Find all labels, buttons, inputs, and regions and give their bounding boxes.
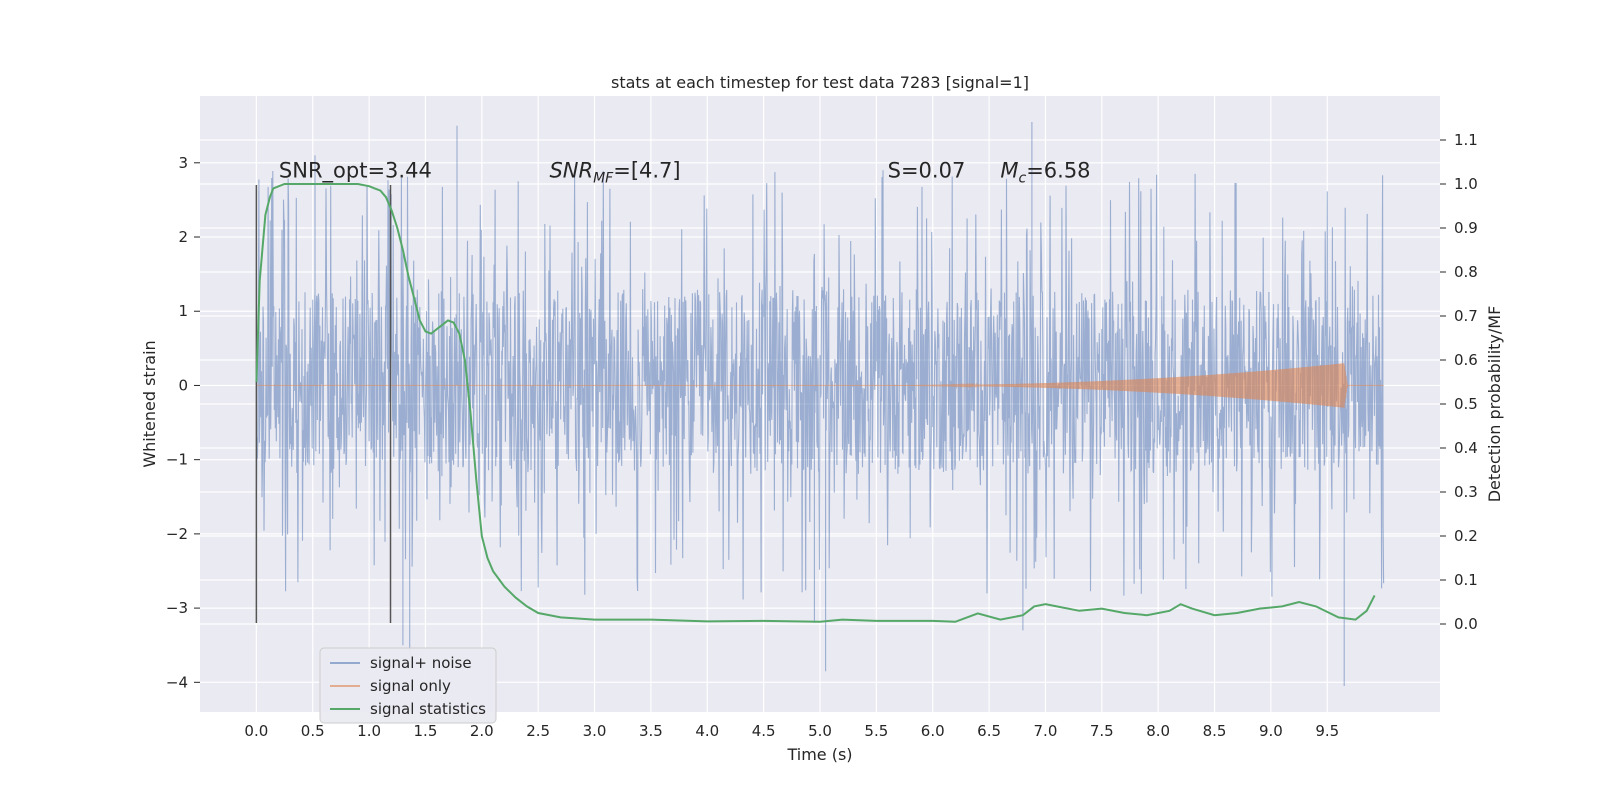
- legend-box: [319, 647, 497, 724]
- y-tick-label: 2: [178, 228, 188, 246]
- y-tick-label: −3: [166, 599, 188, 617]
- y-tick-label: 1: [178, 302, 188, 320]
- chart-title: stats at each timestep for test data 728…: [611, 73, 1029, 92]
- y-axis-label: Whitened strain: [140, 340, 159, 467]
- y-tick-label: −4: [166, 673, 188, 691]
- annotation-1: SNRMF=[4.7]: [549, 159, 680, 187]
- y2-tick-label: 1.0: [1454, 175, 1478, 193]
- y-tick-labels: 3 2 1 0 −1 −2 −3 −4: [166, 154, 188, 692]
- y-tick-label: 0: [178, 376, 188, 394]
- x-tick-labels: 0.0 0.5 1.0 1.5 2.0 2.5 3.0 3.5 4.0 4.5 5.0 5.5 6.0 6…: [244, 722, 1339, 740]
- x-tick-label: 2.0: [470, 722, 494, 740]
- legend-label-signal-only: signal only: [370, 677, 451, 695]
- x-axis-label: Time (s): [786, 745, 852, 764]
- x-tick-label: 4.0: [695, 722, 719, 740]
- legend-label-signal-statistics: signal statistics: [370, 700, 486, 718]
- vertical-markers: [255, 185, 392, 623]
- y2-tick-label: 0.5: [1454, 395, 1478, 413]
- signal-only-line: [256, 363, 1384, 408]
- annotation-0: SNR_opt=3.44: [279, 159, 432, 184]
- y2-tick-label: 0.8: [1454, 263, 1478, 281]
- x-tick-label: 6.0: [921, 722, 945, 740]
- x-tick-label: 7.0: [1034, 722, 1058, 740]
- x-tick-label: 0.0: [244, 722, 268, 740]
- series-signal-only: [256, 363, 1384, 408]
- y2-tick-label: 0.1: [1454, 571, 1478, 589]
- y2-tick-label: 0.7: [1454, 307, 1478, 325]
- series-signal-noise: [255, 122, 1385, 686]
- signal-statistics-line: [255, 183, 1376, 623]
- annotations: SNR_opt=3.44 SNRMF=[4.7] S=0.07 Mc=6.58: [279, 159, 1091, 187]
- x-tick-label: 3.5: [639, 722, 663, 740]
- x-tick-label: 6.5: [977, 722, 1001, 740]
- legend: signal+ noise signal only signal statist…: [319, 647, 497, 724]
- y-tick-label: −1: [166, 451, 188, 469]
- y2-tick-label: 0.3: [1454, 483, 1478, 501]
- y-tick-label: −2: [166, 525, 188, 543]
- x-tick-label: 0.5: [301, 722, 325, 740]
- series-signal-statistics: [255, 183, 1376, 623]
- y-tick-label: 3: [178, 154, 188, 172]
- x-tick-label: 4.5: [752, 722, 776, 740]
- legend-label-signal-noise: signal+ noise: [370, 654, 472, 672]
- y2-tick-label: 0.4: [1454, 439, 1478, 457]
- x-tick-label: 8.0: [1146, 722, 1170, 740]
- x-tick-label: 7.5: [1090, 722, 1114, 740]
- x-tick-label: 3.0: [583, 722, 607, 740]
- x-tick-label: 9.5: [1315, 722, 1339, 740]
- x-tick-label: 5.5: [864, 722, 888, 740]
- y2-tick-label: 0.0: [1454, 615, 1478, 633]
- y2-tick-label: 0.6: [1454, 351, 1478, 369]
- x-tick-label: 5.0: [808, 722, 832, 740]
- annotation-2: S=0.07: [888, 159, 966, 183]
- y2-tick-label: 1.1: [1454, 131, 1478, 149]
- y2-axis-label: Detection probability/MF: [1485, 306, 1504, 503]
- x-tick-label: 2.5: [526, 722, 550, 740]
- x-tick-label: 1.0: [357, 722, 381, 740]
- signal-noise-line: [255, 122, 1385, 686]
- annotation-3: Mc=6.58: [1000, 159, 1090, 187]
- y2-tick-labels: 1.1 1.0 0.9 0.8 0.7 0.6 0.5 0.4 0.3 0.2 0.1 0.0: [1454, 131, 1478, 633]
- x-tick-label: 9.0: [1259, 722, 1283, 740]
- x-tick-label: 1.5: [414, 722, 438, 740]
- y2-tick-label: 0.2: [1454, 527, 1478, 545]
- x-tick-label: 8.5: [1203, 722, 1227, 740]
- y2-tick-label: 0.9: [1454, 219, 1478, 237]
